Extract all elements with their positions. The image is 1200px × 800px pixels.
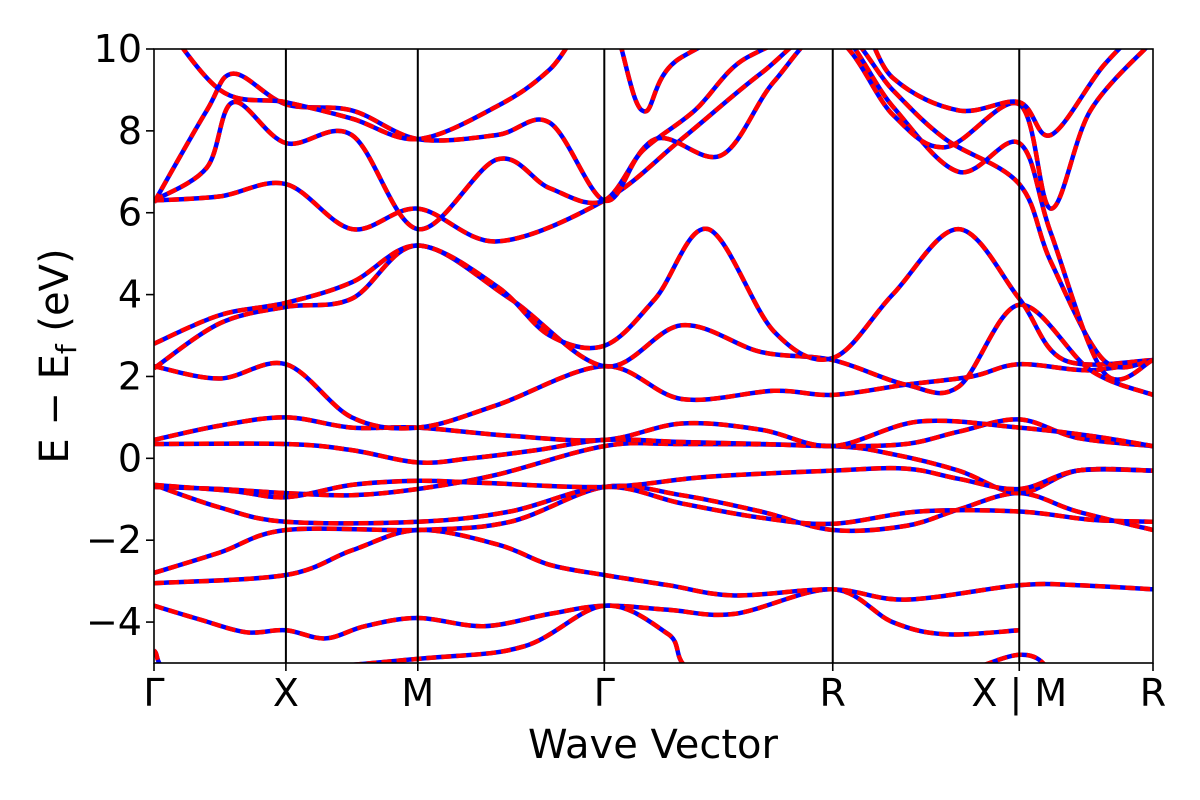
- band-line-red-15: [154, 603, 1047, 663]
- band-line-red-5: [154, 465, 1153, 500]
- y-tick-label: 10: [94, 27, 142, 71]
- band-line-red-9: [154, 243, 1153, 398]
- high-symmetry-lines: [284, 49, 1021, 663]
- y-tick-label: 8: [118, 109, 142, 153]
- x-tick-label: Γ: [594, 671, 615, 715]
- band-line-red-10: [154, 226, 1153, 367]
- band-line-red-14: [180, 49, 1123, 142]
- band-line-red-13: [154, 49, 1149, 211]
- band-line-red-1: [154, 527, 1153, 602]
- band-line-red-2: [154, 483, 1153, 576]
- band-line-red-3: [154, 482, 1153, 527]
- x-axis-title: Wave Vector: [528, 722, 779, 768]
- y-tick-label: 0: [118, 436, 142, 480]
- band-line-blue-13: [154, 49, 1149, 211]
- y-tick-label: −4: [86, 600, 142, 644]
- plot-frame: [153, 48, 1154, 664]
- y-tick-label: 6: [118, 191, 142, 235]
- band-line-blue-14: [180, 49, 1123, 142]
- x-tick-label: Γ: [143, 671, 164, 715]
- band-line-blue-1: [154, 527, 1153, 602]
- band-line-red-12: [154, 49, 1153, 382]
- y-tick-label: 2: [118, 354, 142, 398]
- x-tick-label: M: [401, 671, 434, 715]
- x-tick-label: X: [273, 671, 299, 715]
- x-tick-label: X | M: [971, 671, 1067, 716]
- y-tick-label: 4: [118, 273, 142, 317]
- y-tick-label: −2: [86, 518, 142, 562]
- x-axis-ticks: Γ X M Γ R X | M R: [143, 663, 1166, 716]
- band-line-red-8: [154, 357, 1153, 431]
- y-axis-ticks: 10 8 6 4 2 0 −2 −4: [86, 27, 154, 644]
- band-line-red-7: [154, 415, 1153, 449]
- band-lines: [154, 49, 1153, 663]
- x-tick-label: R: [1140, 671, 1166, 715]
- y-axis-title: E − Ef (eV): [32, 248, 83, 463]
- x-tick-label: R: [820, 671, 846, 715]
- band-line-red-0: [154, 587, 1020, 641]
- band-line-blue-12: [154, 49, 1153, 382]
- band-line-red-11: [154, 49, 1153, 370]
